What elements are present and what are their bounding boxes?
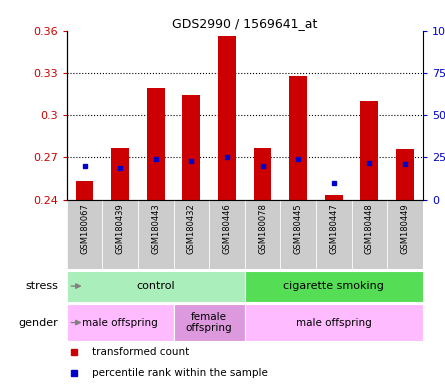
Text: GSM180443: GSM180443: [151, 203, 160, 254]
Text: percentile rank within the sample: percentile rank within the sample: [92, 368, 267, 379]
Bar: [102, 200, 138, 269]
Text: stress: stress: [25, 281, 58, 291]
Text: GSM180439: GSM180439: [116, 203, 125, 254]
Text: GSM180445: GSM180445: [294, 203, 303, 254]
Text: control: control: [137, 281, 175, 291]
Bar: [218, 36, 236, 200]
Bar: [360, 101, 378, 200]
Bar: [147, 88, 165, 200]
Bar: [245, 304, 423, 341]
Bar: [174, 304, 245, 341]
Bar: [209, 200, 245, 269]
Text: gender: gender: [18, 318, 58, 328]
Bar: [138, 200, 174, 269]
Bar: [325, 195, 343, 200]
Text: GSM180078: GSM180078: [258, 203, 267, 254]
Text: male offspring: male offspring: [82, 318, 158, 328]
Bar: [352, 200, 387, 269]
Bar: [67, 304, 174, 341]
Bar: [280, 200, 316, 269]
Bar: [316, 200, 352, 269]
Bar: [289, 76, 307, 200]
Text: female
offspring: female offspring: [186, 312, 232, 333]
Bar: [174, 200, 209, 269]
Bar: [245, 270, 423, 302]
Bar: [182, 96, 200, 200]
Bar: [67, 200, 102, 269]
Title: GDS2990 / 1569641_at: GDS2990 / 1569641_at: [172, 17, 317, 30]
Text: GSM180447: GSM180447: [329, 203, 338, 254]
Bar: [245, 200, 280, 269]
Text: GSM180432: GSM180432: [187, 203, 196, 254]
Text: GSM180067: GSM180067: [80, 203, 89, 254]
Text: GSM180446: GSM180446: [222, 203, 231, 254]
Bar: [254, 147, 271, 200]
Bar: [396, 149, 414, 200]
Text: cigarette smoking: cigarette smoking: [283, 281, 384, 291]
Text: GSM180449: GSM180449: [400, 203, 409, 254]
Bar: [387, 200, 423, 269]
Bar: [76, 181, 93, 200]
Text: GSM180448: GSM180448: [365, 203, 374, 254]
Bar: [67, 270, 245, 302]
Text: transformed count: transformed count: [92, 347, 189, 358]
Bar: [111, 147, 129, 200]
Text: male offspring: male offspring: [296, 318, 372, 328]
